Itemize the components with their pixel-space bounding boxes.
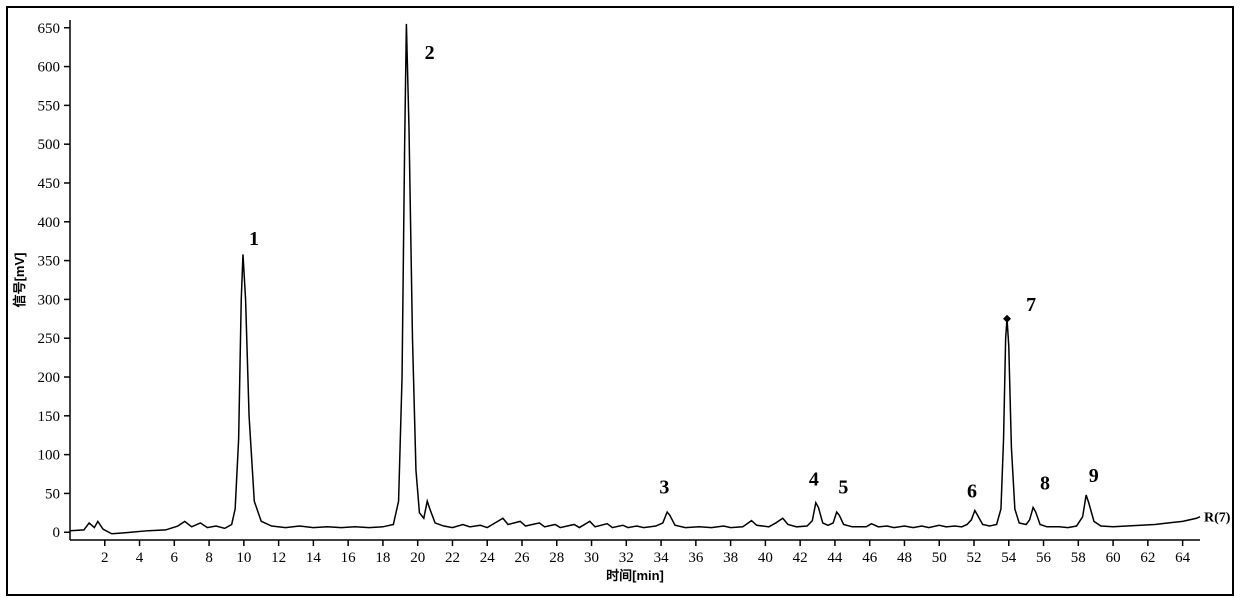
chart-outer-border [6, 6, 1234, 596]
chart-frame: { "chart": { "type": "chromatogram-line"… [0, 0, 1240, 602]
